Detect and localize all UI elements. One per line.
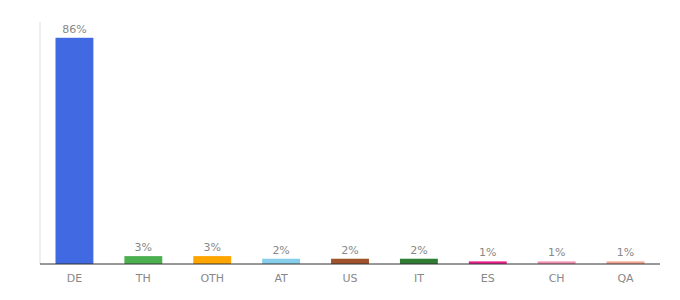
x-tick-label: CH: [549, 272, 565, 285]
data-label: 3%: [135, 241, 152, 254]
bar: [56, 38, 94, 264]
x-tick-label: US: [342, 272, 357, 285]
x-tick-label: OTH: [200, 272, 224, 285]
data-label: 2%: [272, 244, 289, 257]
bar: [124, 256, 162, 264]
bars: [56, 38, 645, 264]
x-tick-label: AT: [274, 272, 288, 285]
bar: [400, 259, 438, 264]
x-tick-label: ES: [481, 272, 495, 285]
x-tick-label: QA: [617, 272, 634, 285]
data-label: 86%: [62, 23, 86, 36]
x-axis: DE TH OTH AT US IT ES CH QA: [40, 264, 660, 285]
x-tick-label: DE: [67, 272, 82, 285]
bar: [331, 259, 369, 264]
bar: [262, 259, 300, 264]
bar: [193, 256, 231, 264]
data-labels: 86% 3% 3% 2% 2% 2% 1% 1% 1%: [62, 23, 634, 260]
chart-svg: 86% 3% 3% 2% 2% 2% 1% 1% 1% DE TH OTH AT US IT ES CH QA: [0, 0, 680, 300]
data-label: 2%: [410, 244, 427, 257]
y-axis-line: [40, 22, 41, 264]
data-label: 1%: [548, 246, 565, 259]
data-label: 3%: [203, 241, 220, 254]
chart-container: 86% 3% 3% 2% 2% 2% 1% 1% 1% DE TH OTH AT US IT ES CH QA: [0, 0, 680, 300]
x-axis-line: [40, 264, 660, 265]
x-tick-label: TH: [135, 272, 151, 285]
data-label: 1%: [617, 246, 634, 259]
data-label: 1%: [479, 246, 496, 259]
page: {"chart_data": {"type": "bar", "categori…: [0, 0, 680, 300]
data-label: 2%: [341, 244, 358, 257]
x-tick-label: IT: [414, 272, 424, 285]
